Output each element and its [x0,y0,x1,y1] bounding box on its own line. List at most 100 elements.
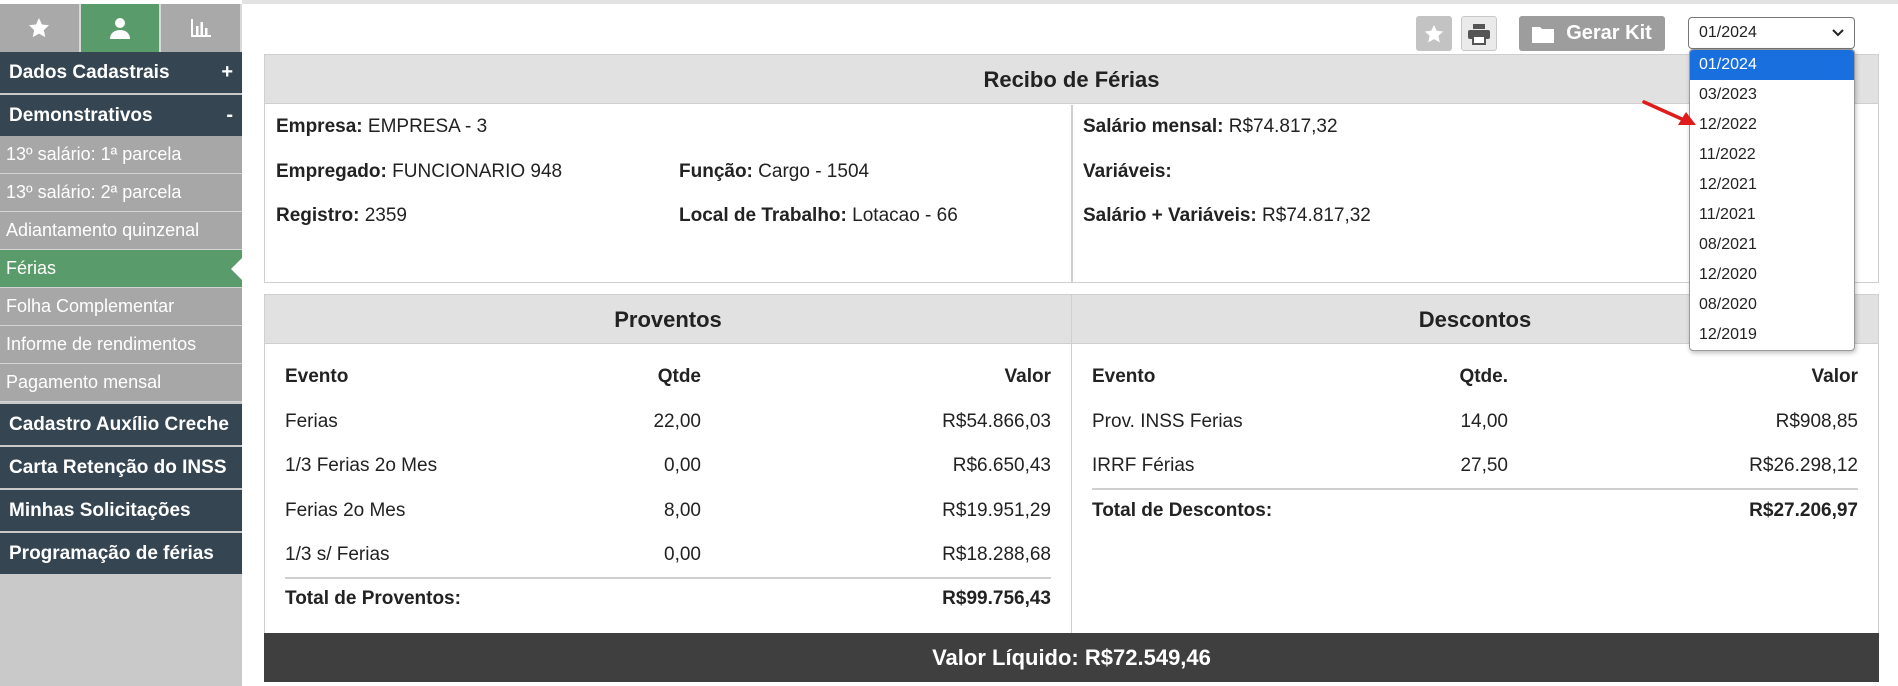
divider [1071,105,1073,282]
dropdown-option[interactable]: 01/2024 [1690,50,1854,80]
local-trabalho-value: Lotacao - 66 [852,205,958,226]
row-qtde: 0,00 [664,455,701,476]
variaveis-label: Variáveis: [1083,161,1172,182]
row-evento: IRRF Férias [1092,455,1195,476]
star-icon [1424,24,1444,42]
header-qtde: Qtde. [1459,366,1508,387]
gerar-kit-label: Gerar Kit [1566,22,1652,44]
total-row: Total de Proventos: R$99.756,43 [285,588,1051,618]
salario-variaveis-field: Salário + Variáveis: R$74.817,32 [1083,205,1371,227]
printer-icon [1468,23,1490,45]
table-row: Ferias 22,00 R$54.866,03 [285,411,1051,441]
funcao-field: Função: Cargo - 1504 [679,161,869,183]
print-button[interactable] [1461,16,1497,51]
row-evento: Ferias 2o Mes [285,500,406,521]
row-valor: R$19.951,29 [942,500,1051,521]
sidebar-item-label: Pagamento mensal [6,372,162,392]
tab-favorites[interactable] [0,4,81,52]
period-select[interactable]: 01/2024 [1688,17,1855,49]
dropdown-option[interactable]: 11/2022 [1699,146,1756,163]
dropdown-option[interactable]: 03/2023 [1699,86,1757,103]
empregado-field: Empregado: FUNCIONARIO 948 [276,161,562,183]
registro-value: 2359 [364,205,407,226]
row-evento: 1/3 s/ Ferias [285,544,390,565]
sidebar-item-label: 13º salário: 2ª parcela [6,182,182,202]
row-evento: Prov. INSS Ferias [1092,411,1243,432]
row-qtde: 27,50 [1460,455,1508,476]
row-valor: R$908,85 [1775,411,1858,432]
salario-variaveis-label: Salário + Variáveis: [1083,205,1257,226]
local-trabalho-field: Local de Trabalho: Lotacao - 66 [679,205,958,227]
sidebar-item-informe-rendimentos[interactable]: Informe de rendimentos [0,326,242,364]
tab-reports[interactable] [161,4,243,52]
valor-liquido-bar: Valor Líquido: R$72.549,46 [264,633,1879,682]
table-row: Prov. INSS Ferias 14,00 R$908,85 [1092,411,1858,441]
valor-liquido-value: R$72.549,46 [1084,644,1211,670]
dropdown-option[interactable]: 08/2020 [1699,296,1757,313]
dropdown-option[interactable]: 08/2021 [1699,236,1757,253]
sidebar-item-folha-complementar[interactable]: Folha Complementar [0,288,242,326]
sidebar-item-label: Informe de rendimentos [6,334,197,354]
salario-mensal-field: Salário mensal: R$74.817,32 [1083,116,1338,138]
empresa-label: Empresa: [276,116,363,137]
variaveis-field: Variáveis: [1083,161,1172,183]
recibo-title: Recibo de Férias [265,55,1878,104]
row-evento: Ferias [285,411,338,432]
salario-mensal-value: R$74.817,32 [1228,116,1338,137]
empregado-value: FUNCIONARIO 948 [392,161,563,182]
divider [285,577,1051,579]
chevron-down-icon [1832,29,1844,37]
table-header: Evento Qtde Valor [285,366,1051,396]
total-value: R$27.206,97 [1749,500,1858,521]
sidebar-item-pagamento-mensal[interactable]: Pagamento mensal [0,364,242,402]
row-valor: R$26.298,12 [1749,455,1858,476]
sidebar-section-label: Demonstrativos [9,104,153,126]
favorite-button[interactable] [1416,16,1452,51]
valor-liquido-label: Valor Líquido: [932,644,1079,670]
total-label: Total de Proventos: [285,588,461,609]
header-evento: Evento [285,366,349,387]
sidebar-item-ferias[interactable]: Férias [0,250,242,288]
registro-field: Registro: 2359 [276,205,407,227]
sidebar-tabs [0,0,243,52]
sidebar-item-programacao-ferias[interactable]: Programação de férias [0,533,242,574]
total-row: Total de Descontos: R$27.206,97 [1092,500,1858,530]
dropdown-option[interactable]: 12/2020 [1699,266,1757,283]
user-icon [110,18,130,39]
sidebar-item-adiantamento[interactable]: Adiantamento quinzenal [0,212,242,250]
period-dropdown-list: 01/2024 03/2023 12/2022 11/2022 12/2021 … [1689,49,1855,351]
sidebar-item-label: Carta Retenção do INSS [9,456,227,478]
sidebar-item-carta-inss[interactable]: Carta Retenção do INSS [0,447,242,488]
dropdown-option[interactable]: 12/2022 [1699,116,1757,133]
divider [1092,488,1858,490]
gerar-kit-button[interactable]: Gerar Kit [1519,16,1665,51]
expand-icon: + [221,61,233,83]
sidebar-item-13-salario-1[interactable]: 13º salário: 1ª parcela [0,136,242,174]
dropdown-option[interactable]: 12/2021 [1699,176,1757,193]
collapse-icon: - [226,104,233,126]
dropdown-option[interactable]: 12/2019 [1699,326,1757,343]
header-qtde: Qtde [657,366,701,387]
sidebar-section-dados-cadastrais[interactable]: Dados Cadastrais + [0,52,242,93]
row-valor: R$6.650,43 [952,455,1051,476]
sidebar-item-label: Programação de férias [9,542,214,564]
total-value: R$99.756,43 [942,588,1051,609]
row-qtde: 0,00 [664,544,701,565]
sidebar-item-label: 13º salário: 1ª parcela [6,144,182,164]
table-row: 1/3 Ferias 2o Mes 0,00 R$6.650,43 [285,455,1051,485]
sidebar-item-13-salario-2[interactable]: 13º salário: 2ª parcela [0,174,242,212]
sidebar-item-solicitacoes[interactable]: Minhas Solicitações [0,490,242,531]
dropdown-option[interactable]: 11/2021 [1699,206,1756,223]
sidebar-section-demonstrativos[interactable]: Demonstrativos - [0,95,242,136]
sidebar-item-label: Adiantamento quinzenal [6,220,200,240]
tab-profile[interactable] [80,4,162,52]
empregado-label: Empregado: [276,161,387,182]
sidebar-item-label: Cadastro Auxílio Creche [9,413,229,435]
sidebar-item-label: Minhas Solicitações [9,499,191,521]
top-border [242,0,1898,4]
sidebar-item-auxilio-creche[interactable]: Cadastro Auxílio Creche [0,404,242,445]
header-evento: Evento [1092,366,1156,387]
sidebar: Dados Cadastrais + Demonstrativos - 13º … [0,0,243,686]
registro-label: Registro: [276,205,360,226]
table-row: IRRF Férias 27,50 R$26.298,12 [1092,455,1858,485]
